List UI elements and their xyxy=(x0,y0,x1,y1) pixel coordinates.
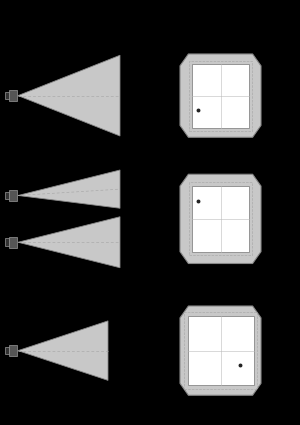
Bar xyxy=(5,347,9,354)
Bar xyxy=(9,90,17,101)
Polygon shape xyxy=(18,217,120,268)
Polygon shape xyxy=(180,306,261,395)
Bar xyxy=(188,316,254,385)
Bar xyxy=(189,182,252,255)
Bar xyxy=(192,64,249,128)
Polygon shape xyxy=(18,170,120,208)
Bar xyxy=(5,238,9,246)
Bar xyxy=(5,192,9,199)
Bar xyxy=(189,61,252,131)
Bar xyxy=(9,190,17,201)
Polygon shape xyxy=(18,321,108,380)
Polygon shape xyxy=(18,55,120,136)
Bar xyxy=(184,312,257,389)
Bar xyxy=(9,237,17,248)
Polygon shape xyxy=(180,174,261,264)
Bar xyxy=(192,186,249,252)
Bar xyxy=(5,92,9,99)
Polygon shape xyxy=(180,54,261,137)
Bar xyxy=(9,345,17,356)
